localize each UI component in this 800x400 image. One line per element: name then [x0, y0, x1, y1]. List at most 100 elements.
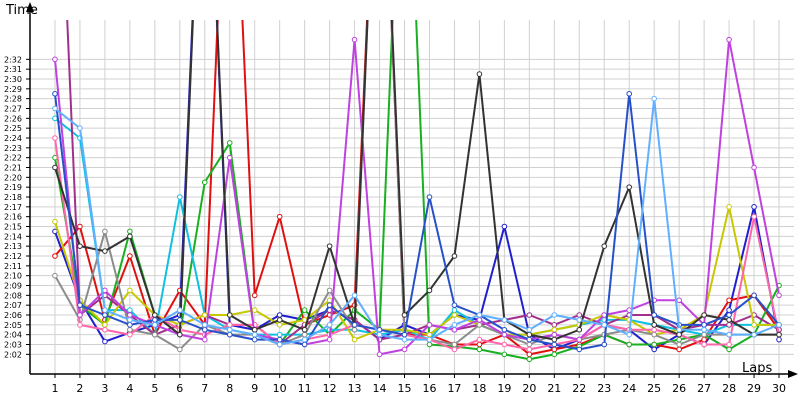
data-point [526, 331, 533, 338]
y-tick-label: 2:14 [4, 232, 22, 241]
y-tick-label: 2:03 [4, 341, 22, 350]
data-point [52, 90, 58, 97]
data-point [226, 312, 233, 318]
data-point [451, 307, 458, 313]
y-tick-label: 2:02 [4, 350, 22, 359]
x-tick-label: 2 [76, 382, 83, 395]
data-point [376, 351, 383, 358]
data-point [426, 194, 433, 200]
series-line [54, 20, 780, 341]
data-point [676, 326, 682, 333]
data-point [326, 322, 333, 328]
data-point [751, 204, 757, 210]
data-point [401, 346, 408, 353]
data-point [251, 326, 258, 333]
y-tick-label: 2:25 [4, 124, 22, 133]
data-point [301, 326, 308, 333]
data-point [77, 312, 83, 318]
data-point [726, 341, 732, 348]
data-point [326, 336, 333, 343]
data-point [551, 312, 558, 318]
data-point [201, 312, 208, 318]
data-point [77, 223, 83, 230]
y-tick-label: 2:18 [4, 193, 22, 202]
data-point [52, 272, 58, 279]
data-point [426, 331, 433, 338]
data-point [351, 322, 358, 328]
data-point [501, 326, 508, 333]
data-point [601, 341, 608, 348]
x-tick-label: 7 [201, 382, 208, 395]
x-tick-label: 23 [597, 382, 611, 395]
data-point [701, 326, 707, 333]
data-point [726, 346, 732, 353]
data-point [127, 287, 133, 294]
data-point [226, 140, 233, 146]
data-point [551, 336, 558, 343]
y-tick-label: 2:10 [4, 272, 22, 281]
data-point [127, 317, 133, 323]
y-tick-label: 2:09 [4, 282, 22, 291]
y-tick-label: 2:06 [4, 311, 22, 320]
data-point [476, 71, 483, 77]
data-point [576, 346, 583, 353]
y-tick-label: 2:29 [4, 85, 22, 94]
data-point [276, 336, 283, 343]
data-point [201, 322, 208, 328]
data-point [52, 56, 58, 63]
x-tick-labels: 1 2 3 4 5 6 7 8 9 10 11 12 13 14 15 16 17 18 19 20 21 22 23 24 2… [51, 382, 786, 395]
data-point [751, 164, 757, 171]
data-point [201, 336, 208, 343]
data-point [152, 322, 158, 328]
data-point [226, 322, 233, 328]
data-point [551, 331, 558, 338]
y-tick-label: 2:19 [4, 183, 22, 192]
data-point [102, 326, 108, 333]
y-axis-label: Time [5, 3, 38, 18]
data-point [701, 322, 707, 328]
data-point [526, 346, 533, 353]
data-point [476, 322, 483, 328]
data-point [351, 292, 358, 299]
data-point [626, 90, 633, 97]
data-point [651, 95, 657, 102]
x-tick-label: 14 [373, 382, 387, 395]
data-point [301, 331, 308, 338]
data-point [152, 317, 158, 323]
data-point [776, 331, 782, 338]
data-point [651, 312, 657, 318]
data-point [127, 331, 133, 338]
data-point [201, 179, 208, 186]
data-point [601, 312, 608, 318]
data-point [226, 154, 233, 161]
data-point [127, 312, 133, 318]
data-point [102, 248, 108, 254]
data-point [127, 228, 133, 235]
y-tick-label: 2:26 [4, 114, 22, 123]
data-point [726, 307, 732, 313]
data-point [77, 322, 83, 328]
data-point [301, 341, 308, 348]
y-tick-label: 2:31 [4, 65, 22, 74]
y-tick-label: 2:27 [4, 105, 22, 114]
data-point [476, 317, 483, 323]
y-tick-label: 2:23 [4, 144, 22, 153]
data-point [276, 213, 283, 220]
y-tick-label: 2:05 [4, 321, 22, 330]
data-point [601, 243, 608, 249]
data-point [152, 331, 158, 338]
x-tick-label: 16 [422, 382, 436, 395]
data-point [251, 336, 258, 343]
data-point [501, 331, 508, 338]
data-point [276, 322, 283, 328]
data-point [551, 341, 558, 348]
data-point [127, 322, 133, 328]
data-point [676, 297, 682, 304]
data-point [476, 346, 483, 353]
y-tick-label: 2:32 [4, 55, 22, 64]
series-4 [52, 115, 782, 343]
data-point [651, 346, 657, 353]
data-point [152, 312, 158, 318]
data-point [501, 341, 508, 348]
data-point [102, 312, 108, 318]
